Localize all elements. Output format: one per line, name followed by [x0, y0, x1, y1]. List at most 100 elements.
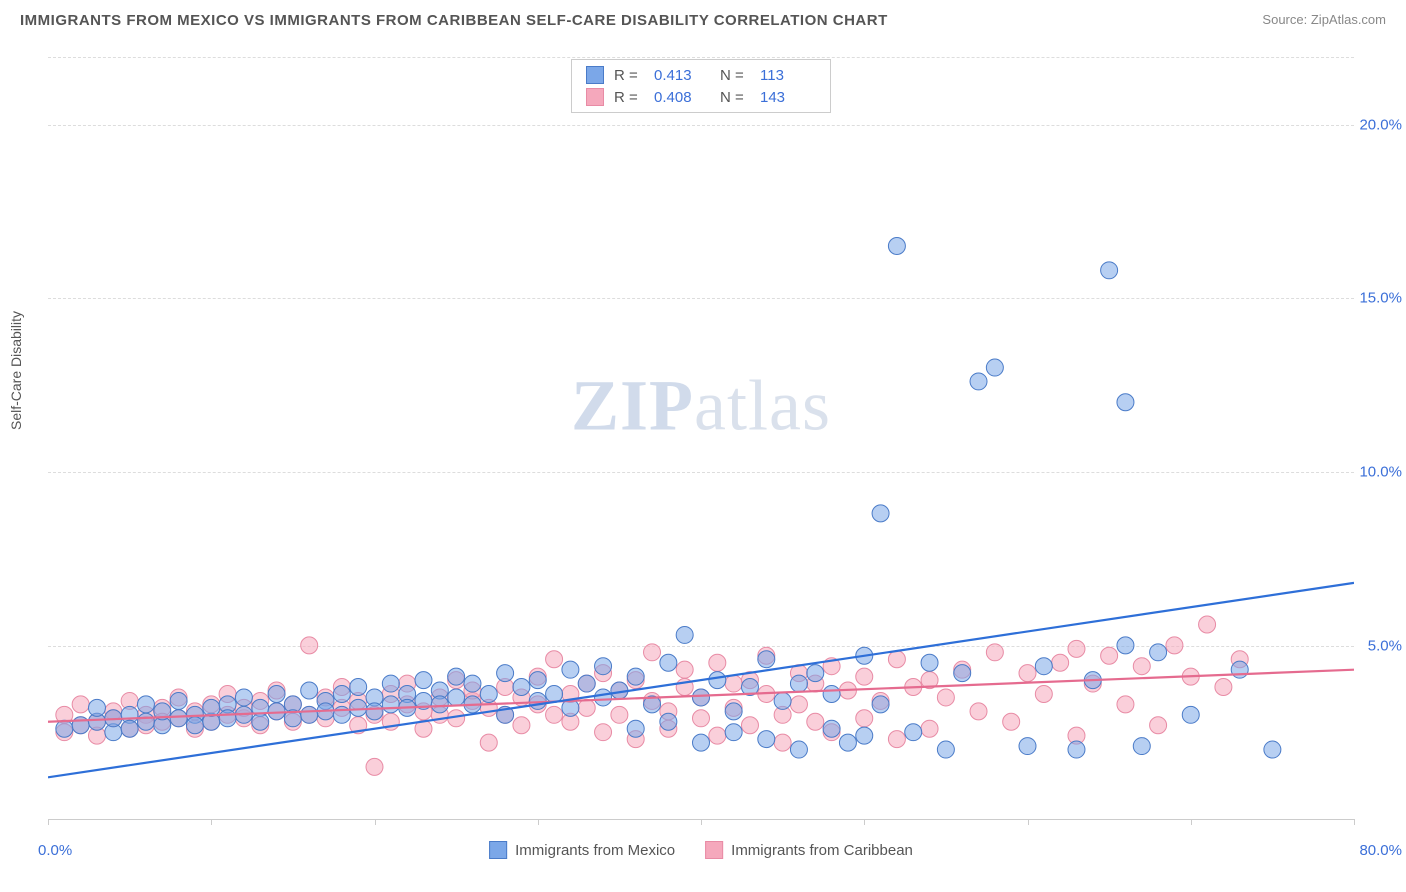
data-point [382, 675, 399, 692]
data-point [333, 685, 350, 702]
r-label: R = [614, 89, 644, 106]
data-point [350, 699, 367, 716]
data-point [1035, 685, 1052, 702]
y-tick-label: 5.0% [1368, 638, 1402, 655]
data-point [480, 734, 497, 751]
data-point [1150, 717, 1167, 734]
data-point [578, 699, 595, 716]
data-point [774, 692, 791, 709]
swatch-mexico [586, 66, 604, 84]
data-point [709, 727, 726, 744]
data-point [268, 685, 285, 702]
data-point [693, 689, 710, 706]
data-point [986, 359, 1003, 376]
data-point [790, 675, 807, 692]
x-tick [211, 819, 212, 825]
data-point [595, 658, 612, 675]
x-tick [48, 819, 49, 825]
scatter-plot [48, 55, 1354, 819]
data-point [382, 696, 399, 713]
data-point [1117, 696, 1134, 713]
data-point [954, 665, 971, 682]
data-point [693, 710, 710, 727]
data-point [1117, 394, 1134, 411]
r-value-mexico: 0.413 [654, 67, 710, 84]
data-point [1068, 741, 1085, 758]
data-point [170, 692, 187, 709]
data-point [627, 668, 644, 685]
data-point [888, 238, 905, 255]
data-point [497, 665, 514, 682]
data-point [1133, 738, 1150, 755]
data-point [790, 696, 807, 713]
data-point [758, 731, 775, 748]
data-point [366, 703, 383, 720]
data-point [186, 717, 203, 734]
data-point [807, 665, 824, 682]
x-tick [1191, 819, 1192, 825]
swatch-caribbean [586, 88, 604, 106]
r-value-caribbean: 0.408 [654, 89, 710, 106]
data-point [660, 713, 677, 730]
data-point [676, 626, 693, 643]
data-point [480, 685, 497, 702]
data-point [529, 672, 546, 689]
x-tick [1028, 819, 1029, 825]
data-point [627, 720, 644, 737]
r-label: R = [614, 67, 644, 84]
swatch-mexico [489, 841, 507, 859]
x-max-label: 80.0% [1359, 842, 1402, 859]
data-point [823, 685, 840, 702]
legend-row-mexico: R = 0.413 N = 113 [586, 64, 816, 86]
data-point [709, 672, 726, 689]
data-point [1068, 640, 1085, 657]
source-value: ZipAtlas.com [1311, 12, 1386, 27]
data-point [644, 644, 661, 661]
data-point [56, 720, 73, 737]
data-point [1150, 644, 1167, 661]
data-point [121, 720, 138, 737]
data-point [546, 706, 563, 723]
data-point [856, 668, 873, 685]
data-point [839, 734, 856, 751]
data-point [725, 675, 742, 692]
data-point [546, 685, 563, 702]
data-point [137, 713, 154, 730]
data-point [431, 696, 448, 713]
header: IMMIGRANTS FROM MEXICO VS IMMIGRANTS FRO… [0, 0, 1406, 37]
data-point [350, 679, 367, 696]
chart-area: ZIPatlas R = 0.413 N = 113 R = 0.408 N =… [48, 55, 1354, 820]
data-point [562, 661, 579, 678]
data-point [546, 651, 563, 668]
data-point [1215, 679, 1232, 696]
data-point [790, 741, 807, 758]
n-label: N = [720, 89, 750, 106]
data-point [513, 679, 530, 696]
data-point [219, 710, 236, 727]
data-point [1035, 658, 1052, 675]
data-point [301, 637, 318, 654]
data-point [513, 717, 530, 734]
data-point [1052, 654, 1069, 671]
data-point [905, 724, 922, 741]
data-point [741, 717, 758, 734]
x-min-label: 0.0% [38, 842, 72, 859]
x-tick [538, 819, 539, 825]
data-point [88, 699, 105, 716]
data-point [1182, 706, 1199, 723]
data-point [235, 689, 252, 706]
data-point [1003, 713, 1020, 730]
legend-row-caribbean: R = 0.408 N = 143 [586, 86, 816, 108]
data-point [888, 651, 905, 668]
n-value-mexico: 113 [760, 67, 816, 84]
source-label: Source: [1262, 12, 1307, 27]
data-point [872, 696, 889, 713]
data-point [415, 672, 432, 689]
data-point [1133, 658, 1150, 675]
data-point [203, 699, 220, 716]
data-point [366, 758, 383, 775]
data-point [725, 703, 742, 720]
data-point [595, 689, 612, 706]
data-point [170, 710, 187, 727]
data-point [1231, 661, 1248, 678]
